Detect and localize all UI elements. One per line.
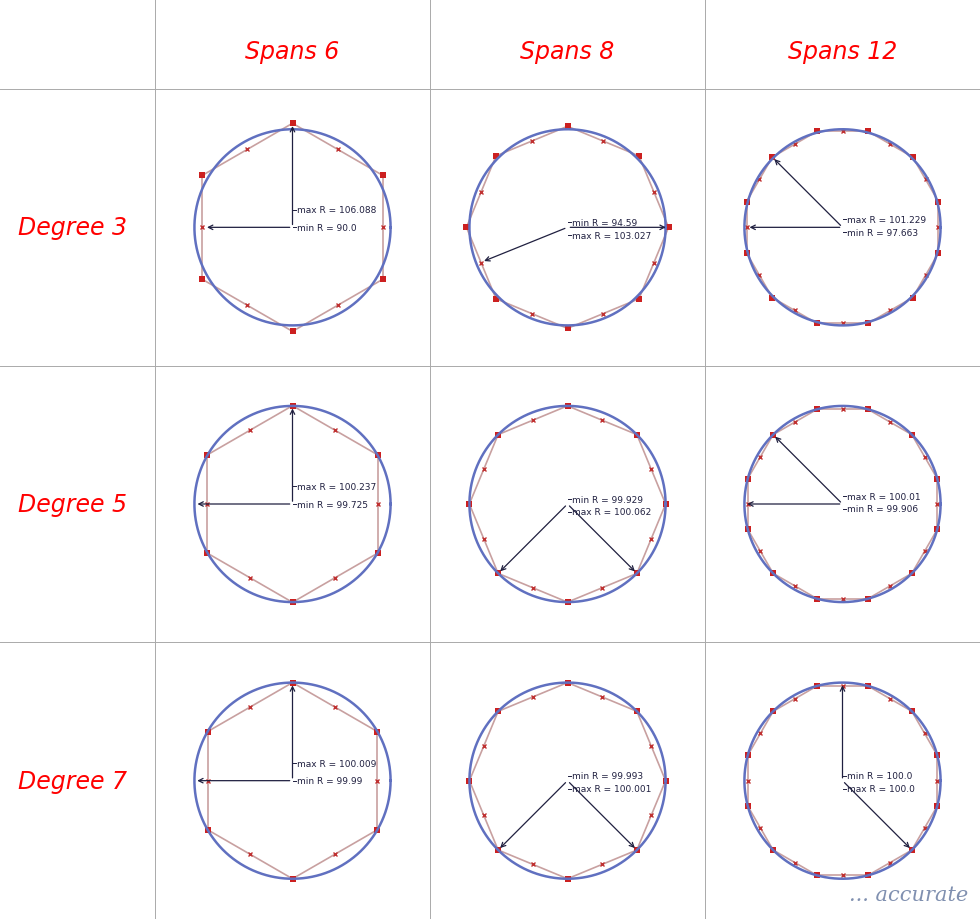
Text: min R = 99.725: min R = 99.725 bbox=[297, 500, 368, 509]
Text: max R = 100.001: max R = 100.001 bbox=[572, 784, 652, 793]
Text: min R = 97.663: min R = 97.663 bbox=[848, 229, 918, 237]
Text: min R = 100.0: min R = 100.0 bbox=[848, 771, 912, 780]
Text: min R = 99.929: min R = 99.929 bbox=[572, 495, 644, 504]
Text: min R = 99.99: min R = 99.99 bbox=[297, 777, 363, 786]
Text: Spans 12: Spans 12 bbox=[788, 40, 897, 64]
Text: max R = 100.237: max R = 100.237 bbox=[297, 482, 376, 492]
Text: min R = 94.59: min R = 94.59 bbox=[572, 219, 638, 228]
Text: max R = 100.062: max R = 100.062 bbox=[572, 508, 652, 516]
Text: Spans 8: Spans 8 bbox=[520, 40, 614, 64]
Text: min R = 99.993: min R = 99.993 bbox=[572, 771, 644, 780]
Text: Degree 7: Degree 7 bbox=[18, 769, 126, 793]
Text: Spans 6: Spans 6 bbox=[245, 40, 340, 64]
Text: min R = 90.0: min R = 90.0 bbox=[297, 223, 357, 233]
Text: Degree 3: Degree 3 bbox=[18, 216, 126, 240]
Text: max R = 100.0: max R = 100.0 bbox=[848, 784, 915, 793]
Text: max R = 103.027: max R = 103.027 bbox=[572, 232, 652, 241]
Text: max R = 100.01: max R = 100.01 bbox=[848, 492, 921, 501]
Text: Degree 5: Degree 5 bbox=[18, 493, 126, 516]
Text: min R = 99.906: min R = 99.906 bbox=[848, 505, 918, 514]
Text: max R = 101.229: max R = 101.229 bbox=[848, 216, 926, 225]
Text: max R = 100.009: max R = 100.009 bbox=[297, 759, 376, 767]
Text: max R = 106.088: max R = 106.088 bbox=[297, 206, 376, 215]
Text: ... accurate: ... accurate bbox=[849, 885, 968, 904]
